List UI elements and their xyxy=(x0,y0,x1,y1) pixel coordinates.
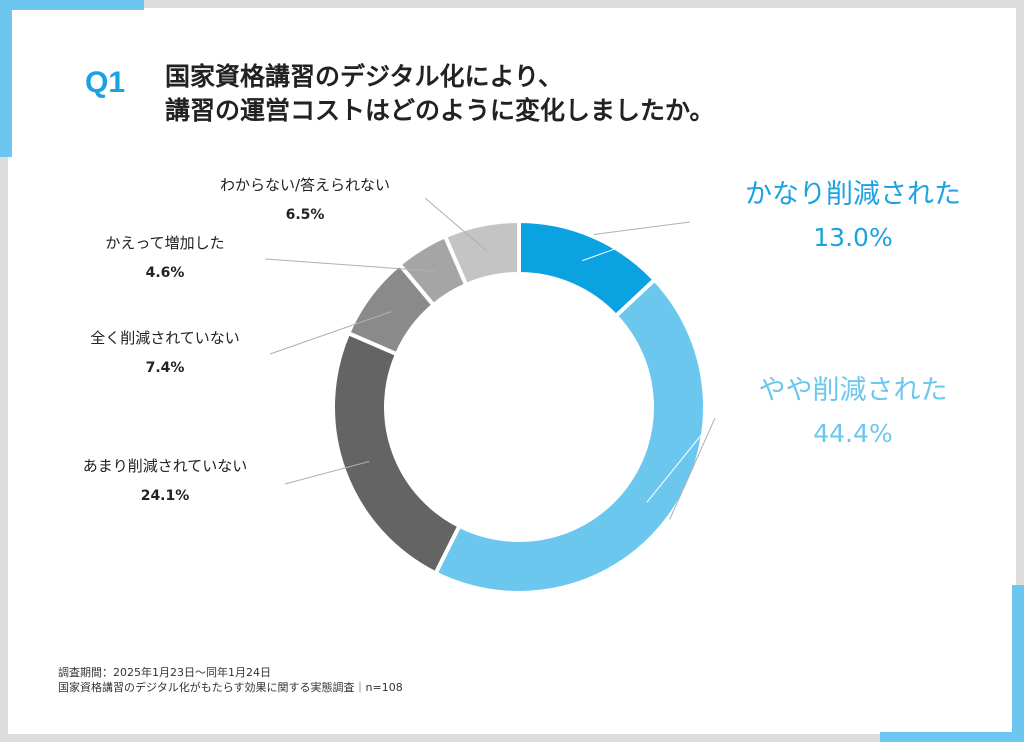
slice-name-5: わからない/答えられない xyxy=(219,176,391,194)
donut-slice-2 xyxy=(331,330,463,576)
corner-accent-top-left-vertical xyxy=(0,0,12,157)
slice-label-0: かなり削減された 13.0% xyxy=(733,176,973,256)
slice-value-5: 6.5% xyxy=(285,207,325,223)
question-title: 国家資格講習のデジタル化により、 講習の運営コストはどのように変化しましたか。 xyxy=(165,60,715,128)
slice-label-5: わからない/答えられない 6.5% xyxy=(190,174,420,226)
donut-slice-1 xyxy=(432,276,707,595)
slice-value-4: 4.6% xyxy=(145,265,185,281)
slice-name-4: かえって増加した xyxy=(105,234,225,252)
leader-line-1 xyxy=(646,417,716,503)
leader-line-4 xyxy=(264,258,436,272)
corner-accent-bottom-right-vertical xyxy=(1012,585,1024,742)
leader-line-0 xyxy=(582,221,691,262)
slice-value-0: 13.0% xyxy=(813,223,893,252)
slice-label-2: あまり削減されていない 24.1% xyxy=(50,455,280,507)
slice-label-1: やや削減された 44.4% xyxy=(733,372,973,452)
survey-source: 国家資格講習のデジタル化がもたらす効果に関する実態調査｜n=108 xyxy=(58,681,403,694)
slice-name-0: かなり削減された xyxy=(745,179,961,210)
slice-name-1: やや削減された xyxy=(758,375,948,406)
slice-label-4: かえって増加した 4.6% xyxy=(70,232,260,284)
leader-line-5 xyxy=(424,197,487,252)
question-number: Q1 xyxy=(85,66,126,99)
leader-line-outer-1 xyxy=(669,417,716,520)
corner-accent-top-left xyxy=(0,0,144,10)
slice-value-3: 7.4% xyxy=(145,360,185,376)
leader-line-outer-0 xyxy=(593,221,691,235)
leader-line-3 xyxy=(269,311,392,355)
leader-line-2 xyxy=(284,461,370,485)
corner-accent-bottom-right xyxy=(880,732,1024,742)
survey-period: 調査期間：2025年1月23日～同年1月24日 xyxy=(58,666,271,679)
slice-name-3: 全く削減されていない xyxy=(90,329,240,347)
donut-slice-5 xyxy=(442,218,521,288)
slice-value-1: 44.4% xyxy=(813,419,893,448)
slice-label-3: 全く削減されていない 7.4% xyxy=(55,327,275,379)
question-title-line-2: 講習の運営コストはどのように変化しましたか。 xyxy=(165,96,715,125)
slice-value-2: 24.1% xyxy=(140,488,190,504)
slice-name-2: あまり削減されていない xyxy=(82,457,248,475)
question-title-line-1: 国家資格講習のデジタル化により、 xyxy=(165,62,564,91)
survey-footnote: 調査期間：2025年1月23日～同年1月24日 国家資格講習のデジタル化がもたら… xyxy=(58,665,403,695)
